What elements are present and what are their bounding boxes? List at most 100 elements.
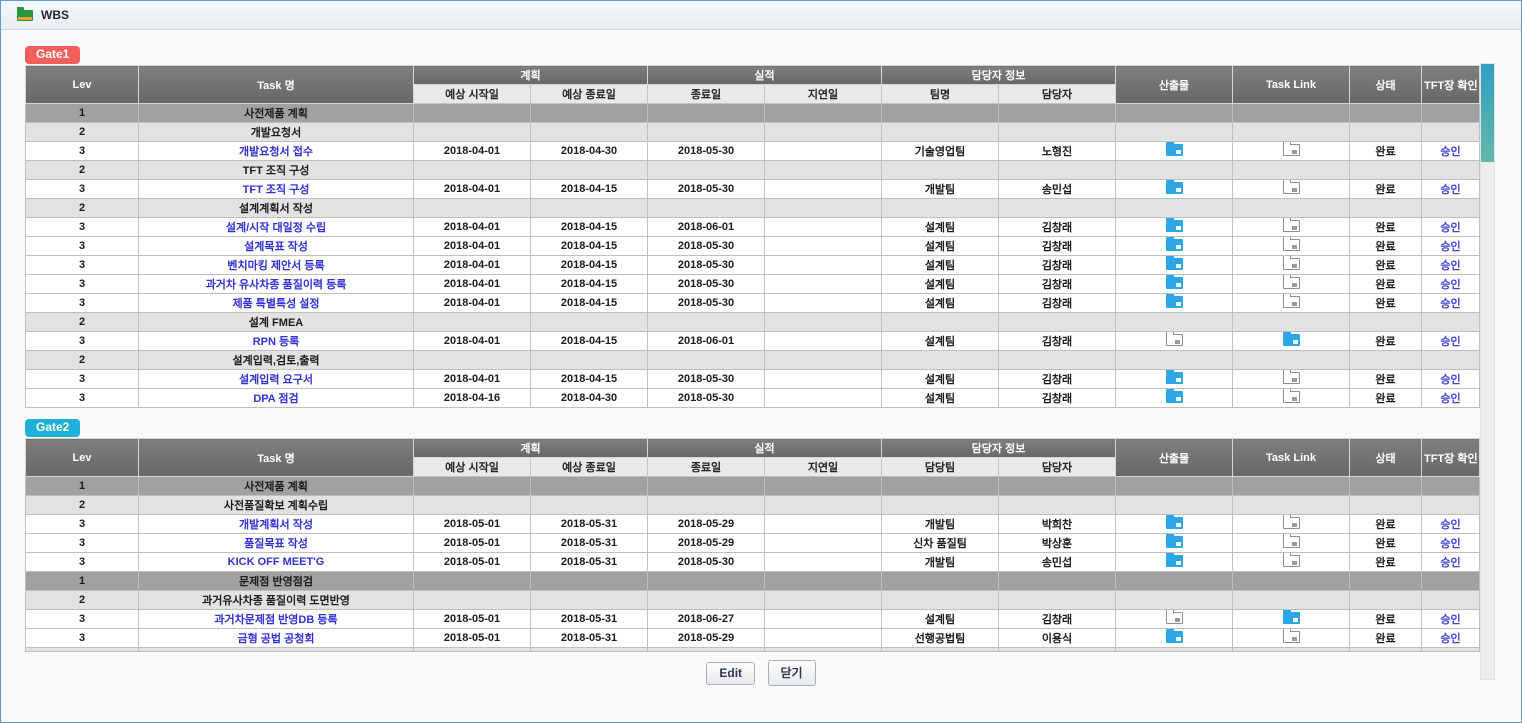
- task-name-link[interactable]: 금형 공법 공청회: [237, 633, 315, 645]
- blue-folder-icon[interactable]: [1165, 534, 1183, 549]
- lev-cell: 3: [25, 236, 139, 256]
- approve-link[interactable]: 승인: [1440, 279, 1461, 291]
- approve-link[interactable]: 승인: [1440, 336, 1461, 348]
- output-cell: [1115, 198, 1233, 218]
- task-cell: 과거차 유사차종 품질이력 등록: [138, 274, 414, 294]
- approve-link[interactable]: 승인: [1440, 298, 1461, 310]
- gray-folder-icon[interactable]: [1165, 610, 1183, 625]
- tasklink-cell: [1232, 122, 1350, 142]
- approve-link[interactable]: 승인: [1440, 614, 1461, 626]
- blue-folder-icon[interactable]: [1165, 218, 1183, 233]
- output-cell: [1115, 388, 1233, 408]
- task-group-label: 설계입력,검토,출력: [232, 355, 320, 367]
- task-name-link[interactable]: 개발요청서 접수: [239, 146, 313, 158]
- gray-folder-icon[interactable]: [1282, 389, 1300, 404]
- task-name-link[interactable]: 과거차문제점 반영DB 등록: [214, 614, 338, 626]
- blue-folder-icon[interactable]: [1165, 142, 1183, 157]
- gray-folder-icon[interactable]: [1282, 237, 1300, 252]
- plan-end-cell: 2018-04-15: [530, 331, 648, 351]
- tasklink-cell: [1232, 476, 1350, 496]
- approve-link[interactable]: 승인: [1440, 393, 1461, 405]
- team-cell: 신차 품질팀: [881, 533, 999, 553]
- approve-link[interactable]: 승인: [1440, 184, 1461, 196]
- gray-folder-icon[interactable]: [1282, 256, 1300, 271]
- output-cell: [1115, 350, 1233, 370]
- task-name-link[interactable]: KICK OFF MEET'G: [227, 556, 325, 568]
- gray-folder-icon[interactable]: [1282, 218, 1300, 233]
- approve-link[interactable]: 승인: [1440, 538, 1461, 550]
- task-name-link[interactable]: 품질목표 작성: [244, 538, 308, 550]
- blue-folder-icon[interactable]: [1165, 389, 1183, 404]
- gray-folder-icon[interactable]: [1282, 553, 1300, 568]
- blue-folder-icon[interactable]: [1282, 610, 1300, 625]
- lev-cell: 1: [25, 571, 139, 591]
- task-cell: 제품 특별특성 설정: [138, 293, 414, 313]
- status-cell: 완료: [1349, 293, 1422, 313]
- task-group-label: 사전제품 계획: [244, 481, 308, 493]
- gray-folder-icon[interactable]: [1282, 370, 1300, 385]
- blue-folder-icon[interactable]: [1165, 515, 1183, 530]
- scrollbar-thumb[interactable]: [1481, 64, 1494, 162]
- blue-folder-icon[interactable]: [1165, 237, 1183, 252]
- tasklink-cell: [1232, 514, 1350, 534]
- gray-folder-icon[interactable]: [1282, 294, 1300, 309]
- lev-cell: 3: [25, 369, 139, 389]
- task-name-link[interactable]: 설계입력 요구서: [239, 374, 313, 386]
- task-row: 3 금형 공법 공청회 2018-05-01 2018-05-31 2018-05-29…: [25, 628, 1480, 648]
- blue-folder-icon[interactable]: [1165, 370, 1183, 385]
- gray-folder-icon[interactable]: [1165, 332, 1183, 347]
- plan-start-cell: [413, 160, 531, 180]
- approve-link[interactable]: 승인: [1440, 146, 1461, 158]
- blue-folder-icon[interactable]: [1165, 553, 1183, 568]
- blue-folder-icon[interactable]: [1165, 294, 1183, 309]
- actual-end-cell: 2018-06-01: [647, 331, 765, 351]
- approve-link[interactable]: 승인: [1440, 222, 1461, 234]
- blue-folder-icon[interactable]: [1165, 256, 1183, 271]
- task-name-link[interactable]: TFT 조직 구성: [242, 184, 310, 196]
- gray-folder-icon[interactable]: [1282, 142, 1300, 157]
- approve-link[interactable]: 승인: [1440, 374, 1461, 386]
- status-cell: [1349, 312, 1422, 332]
- blue-folder-icon[interactable]: [1165, 180, 1183, 195]
- task-name-link[interactable]: RPN 등록: [252, 336, 300, 348]
- task-name-link[interactable]: 개발계획서 작성: [239, 519, 313, 531]
- vertical-scrollbar[interactable]: [1480, 63, 1495, 680]
- delay-cell: [764, 514, 882, 534]
- task-group-label: 설계 FMEA: [248, 317, 304, 329]
- approve-link[interactable]: 승인: [1440, 260, 1461, 272]
- task-name-link[interactable]: 설계목표 작성: [244, 241, 308, 253]
- task-name-link[interactable]: 설계/시작 대일정 수립: [225, 222, 327, 234]
- blue-folder-icon[interactable]: [1282, 332, 1300, 347]
- lev-cell: 2: [25, 590, 139, 610]
- gray-folder-icon[interactable]: [1282, 629, 1300, 644]
- task-name-link[interactable]: DPA 점검: [253, 393, 299, 405]
- approve-link[interactable]: 승인: [1440, 241, 1461, 253]
- close-button[interactable]: 닫기: [767, 660, 816, 686]
- task-row: 2 개발요청서: [25, 122, 1480, 142]
- task-name-link[interactable]: 벤치마킹 제안서 등록: [227, 260, 325, 272]
- gray-folder-icon[interactable]: [1282, 534, 1300, 549]
- approve-link[interactable]: 승인: [1440, 633, 1461, 645]
- approve-link[interactable]: 승인: [1440, 519, 1461, 531]
- output-cell: [1115, 274, 1233, 294]
- output-cell: [1115, 552, 1233, 572]
- team-cell: 설계팀: [881, 255, 999, 275]
- gray-folder-icon[interactable]: [1282, 275, 1300, 290]
- lev-cell: 3: [25, 552, 139, 572]
- plan-end-cell: [530, 495, 648, 515]
- gray-folder-icon[interactable]: [1282, 180, 1300, 195]
- blue-folder-icon[interactable]: [1165, 275, 1183, 290]
- person-cell: 노형진: [998, 141, 1116, 161]
- status-cell: [1349, 350, 1422, 370]
- team-cell: [881, 160, 999, 180]
- task-row: 2 설계입력,검토,출력: [25, 350, 1480, 370]
- lev-cell: 3: [25, 293, 139, 313]
- task-name-link[interactable]: 과거차 유사차종 품질이력 등록: [205, 279, 347, 291]
- blue-folder-icon[interactable]: [1165, 629, 1183, 644]
- gray-folder-icon[interactable]: [1282, 515, 1300, 530]
- col-header-lev: Lev: [25, 65, 139, 104]
- edit-button[interactable]: Edit: [706, 662, 756, 685]
- task-name-link[interactable]: 제품 특별특성 설정: [232, 298, 320, 310]
- approve-link[interactable]: 승인: [1440, 557, 1461, 569]
